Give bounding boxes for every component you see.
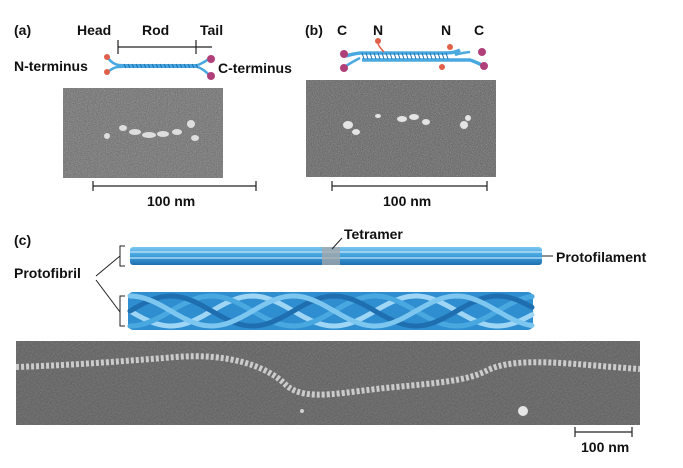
head-ball-icon bbox=[447, 44, 453, 50]
protofibril-label: Protofibril bbox=[14, 265, 81, 281]
head-ball-icon bbox=[104, 54, 110, 60]
scale-label-b: 100 nm bbox=[383, 193, 432, 209]
panel-c-label: (c) bbox=[14, 232, 32, 248]
micrograph-c bbox=[16, 341, 640, 425]
tail-ball-icon bbox=[207, 55, 215, 63]
tail-ball-icon bbox=[478, 48, 486, 56]
panel-b-label: (b) bbox=[305, 22, 323, 38]
n-terminus-label: N-terminus bbox=[14, 58, 88, 74]
c-left-label: C bbox=[337, 22, 348, 38]
protofibril-rod bbox=[127, 292, 535, 330]
tail-ball-icon bbox=[480, 62, 488, 70]
tail-ball-icon bbox=[340, 64, 348, 72]
region-bracket bbox=[117, 40, 212, 54]
micrograph-b bbox=[306, 80, 496, 177]
tetramer-label: Tetramer bbox=[344, 226, 403, 242]
scale-label-c: 100 nm bbox=[581, 439, 630, 455]
scale-label-a: 100 nm bbox=[147, 193, 196, 209]
rod-label: Rod bbox=[142, 22, 170, 38]
n-left-label: N bbox=[373, 22, 384, 38]
head-ball-icon bbox=[375, 38, 381, 44]
head-ball-icon bbox=[439, 64, 445, 70]
n-right-label: N bbox=[441, 22, 452, 38]
head-ball-icon bbox=[104, 69, 110, 75]
micrograph-a bbox=[63, 88, 223, 178]
coiled-coil-dimer-a bbox=[104, 54, 215, 80]
c-right-label: C bbox=[474, 22, 485, 38]
head-label: Head bbox=[77, 22, 112, 38]
c-terminus-label: C-terminus bbox=[218, 60, 292, 76]
tail-label: Tail bbox=[200, 22, 224, 38]
protofilament-rod bbox=[130, 237, 553, 265]
panel-a-label: (a) bbox=[14, 22, 32, 38]
protofilament-label: Protofilament bbox=[556, 249, 647, 265]
tail-ball-icon bbox=[207, 72, 215, 80]
tail-ball-icon bbox=[340, 50, 348, 58]
